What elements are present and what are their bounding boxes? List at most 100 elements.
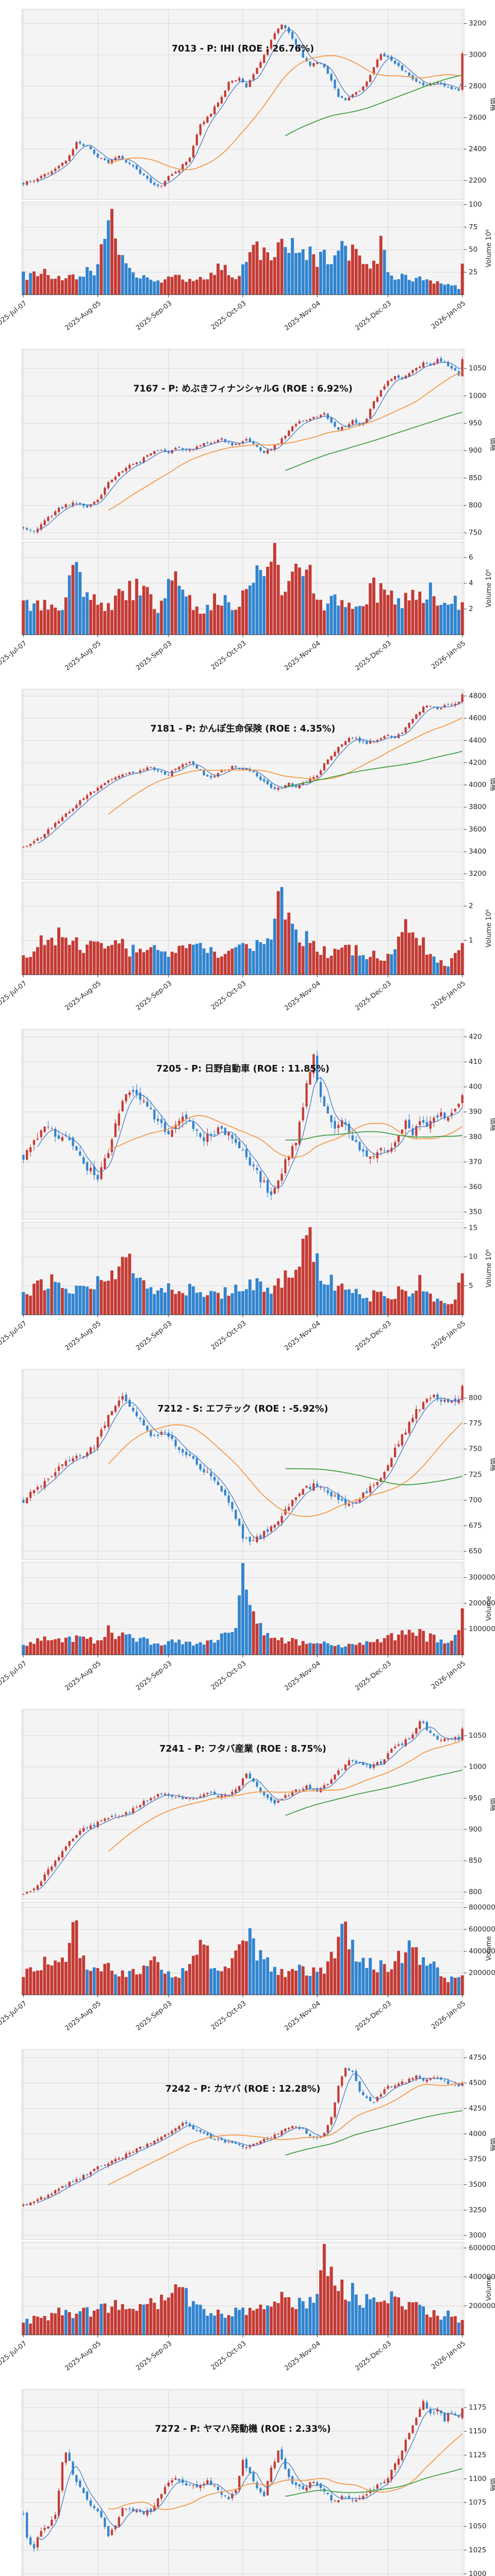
price-axis-title: 価格 bbox=[489, 437, 495, 451]
price-axis: 1000102510501075110011251150117551015202… bbox=[464, 2403, 486, 2576]
date-tick-label: 2025-Oct-03 bbox=[210, 979, 248, 1011]
ma75-line bbox=[285, 751, 463, 788]
date-tick-label: 2025-Sep-03 bbox=[135, 299, 173, 332]
ma5-line bbox=[37, 2073, 463, 2203]
price-axis: 2200 2400 2600 2800 3000 3200 25 50 75 100 bbox=[464, 19, 486, 276]
date-tick-label: 2025-Dec-03 bbox=[354, 979, 393, 1012]
price-axis-title: 価格 bbox=[489, 1458, 495, 1471]
price-axis: 350 360 370 380 390 400 410 420 5 10 15 bbox=[464, 1033, 482, 1290]
ma75-line bbox=[285, 2468, 463, 2497]
ma5-line bbox=[37, 1397, 463, 1539]
date-tick-label: 2025-Nov-04 bbox=[283, 1659, 322, 1692]
price-tick-label: 1100 bbox=[469, 2475, 486, 2483]
date-tick-label: 2025-Dec-03 bbox=[354, 1659, 393, 1692]
volume-tick-label: 50 bbox=[469, 246, 477, 254]
price-tick-label: 4750 bbox=[469, 2054, 486, 2062]
price-tick-label: 650 bbox=[469, 1547, 482, 1555]
date-tick-label: 2025-Aug-05 bbox=[64, 1999, 103, 2032]
price-tick-label: 775 bbox=[469, 1419, 482, 1428]
price-axis: 3200 3400 3600 3800 4000 4200 4400 4600 4800 1 2 bbox=[464, 692, 486, 944]
date-tick-label: 2026-Jan-05 bbox=[430, 1659, 467, 1691]
price-tick-label: 1175 bbox=[469, 2403, 486, 2412]
price-tick-label: 1000 bbox=[469, 392, 486, 400]
volume-tick-label: 5 bbox=[469, 1282, 473, 1290]
price-tick-label: 390 bbox=[469, 1108, 482, 1116]
stock-chart-panel-7013: 2200 2400 2600 2800 3000 3200 25 50 75 100 2025-Ju… bbox=[0, 0, 495, 340]
date-tick-label: 2025-Jul-07 bbox=[0, 1659, 28, 1689]
date-axis: 2025-Jul-07 2025-Aug-05 2025-Sep-03 2025-Oc… bbox=[0, 975, 467, 1012]
chart-title: 7212 - S: エフテック (ROE : -5.92%) bbox=[158, 1404, 328, 1414]
gridlines bbox=[22, 349, 464, 635]
ma5-line bbox=[37, 2409, 463, 2540]
volume-series bbox=[22, 2244, 464, 2335]
price-axis-title: 価格 bbox=[489, 2138, 495, 2151]
volume-series bbox=[22, 1227, 464, 1315]
stock-chart-panel-7205: 350 360 370 380 390 400 410 420 5 10 15 2025-Jul-07… bbox=[0, 1020, 495, 1360]
volume-series bbox=[22, 1920, 464, 1995]
volume-tick-label: 25 bbox=[469, 268, 477, 276]
date-tick-label: 2025-Aug-05 bbox=[64, 979, 103, 1012]
price-tick-label: 3250 bbox=[469, 2206, 486, 2214]
ma5-line bbox=[37, 701, 463, 844]
gridlines bbox=[22, 1029, 464, 1315]
volume-tick-label: 4 bbox=[469, 579, 473, 587]
price-tick-label: 800 bbox=[469, 1394, 482, 1402]
date-tick-label: 2025-Nov-04 bbox=[283, 1999, 322, 2032]
chart-canvas-7205: 350 360 370 380 390 400 410 420 5 10 15 2025-Jul-07… bbox=[0, 1029, 495, 1352]
price-tick-label: 900 bbox=[469, 447, 482, 455]
date-tick-label: 2025-Jul-07 bbox=[0, 1999, 28, 2029]
ma25-line bbox=[108, 55, 463, 171]
date-axis: 2025-Jul-07 2025-Aug-05 2025-Sep-03 2025-Oc… bbox=[0, 295, 467, 332]
date-tick-label: 2026-Jan-05 bbox=[430, 1319, 467, 1351]
volume-tick-label: 200000 bbox=[469, 2302, 495, 2310]
date-tick-label: 2026-Jan-05 bbox=[430, 979, 467, 1011]
price-tick-label: 380 bbox=[469, 1133, 482, 1141]
price-tick-label: 370 bbox=[469, 1158, 482, 1166]
date-axis: 2025-Jul-07 2025-Aug-05 2025-Sep-03 2025-Oc… bbox=[0, 1995, 467, 2032]
date-tick-label: 2025-Aug-05 bbox=[64, 1659, 103, 1692]
date-tick-label: 2025-Nov-04 bbox=[283, 639, 322, 672]
date-tick-label: 2025-Jul-07 bbox=[0, 639, 28, 669]
date-tick-label: 2025-Nov-04 bbox=[283, 1319, 322, 1352]
date-tick-label: 2025-Sep-03 bbox=[135, 639, 173, 672]
candlestick-series bbox=[22, 1050, 464, 1200]
chart-title: 7013 - P: IHI (ROE : 26.76%) bbox=[172, 44, 314, 54]
price-tick-label: 2400 bbox=[469, 145, 486, 153]
date-tick-label: 2025-Dec-03 bbox=[354, 1999, 393, 2032]
ma5-line bbox=[37, 29, 463, 185]
price-tick-label: 1075 bbox=[469, 2499, 486, 2507]
volume-axis-title: Volume bbox=[485, 1936, 493, 1961]
ma5-line bbox=[37, 362, 463, 530]
price-tick-label: 4800 bbox=[469, 692, 486, 700]
gridlines bbox=[22, 2049, 464, 2335]
price-axis-title: 価格 bbox=[489, 1798, 495, 1811]
price-tick-label: 800 bbox=[469, 501, 482, 510]
date-tick-label: 2025-Aug-05 bbox=[64, 2340, 103, 2372]
price-tick-label: 1050 bbox=[469, 364, 486, 372]
volume-axis-title: Volume 10⁶ bbox=[485, 909, 493, 947]
ma25-line bbox=[108, 1740, 463, 1852]
stock-chart-panel-7242: 3000 3250 3500 3750 4000 4250 4500 4750 200000 40… bbox=[0, 2040, 495, 2380]
date-tick-label: 2026-Jan-05 bbox=[430, 299, 467, 331]
price-tick-label: 410 bbox=[469, 1058, 482, 1066]
price-tick-label: 4250 bbox=[469, 2104, 486, 2112]
date-tick-label: 2025-Oct-03 bbox=[210, 2340, 248, 2371]
date-tick-label: 2025-Sep-03 bbox=[135, 979, 173, 1012]
chart-canvas-7242: 3000 3250 3500 3750 4000 4250 4500 4750 200000 40… bbox=[0, 2049, 495, 2372]
price-tick-label: 3000 bbox=[469, 2231, 486, 2240]
gridlines bbox=[22, 9, 464, 295]
chart-title: 7181 - P: かんぽ生命保険 (ROE : 4.35%) bbox=[151, 723, 336, 734]
gridlines bbox=[22, 1709, 464, 1995]
date-tick-label: 2025-Aug-05 bbox=[64, 639, 103, 672]
price-tick-label: 1000 bbox=[469, 2570, 486, 2576]
chart-canvas-7272: 1000102510501075110011251150117551015202… bbox=[21, 2389, 495, 2576]
ma75-line bbox=[285, 1131, 463, 1141]
price-tick-label: 750 bbox=[469, 1445, 482, 1453]
date-tick-label: 2025-Sep-03 bbox=[135, 1659, 173, 1692]
stock-chart-panel-7212: 650 675 700 725 750 775 800 100000 200000 300000 2… bbox=[0, 1360, 495, 1700]
chart-title: 7241 - P: フタバ産業 (ROE : 8.75%) bbox=[159, 1743, 326, 1754]
price-tick-label: 4000 bbox=[469, 2130, 486, 2138]
stock-chart-panel-7181: 3200 3400 3600 3800 4000 4200 4400 4600 4800 1 2 20… bbox=[0, 680, 495, 1020]
date-tick-label: 2025-Oct-03 bbox=[210, 299, 248, 331]
price-tick-label: 4000 bbox=[469, 781, 486, 789]
